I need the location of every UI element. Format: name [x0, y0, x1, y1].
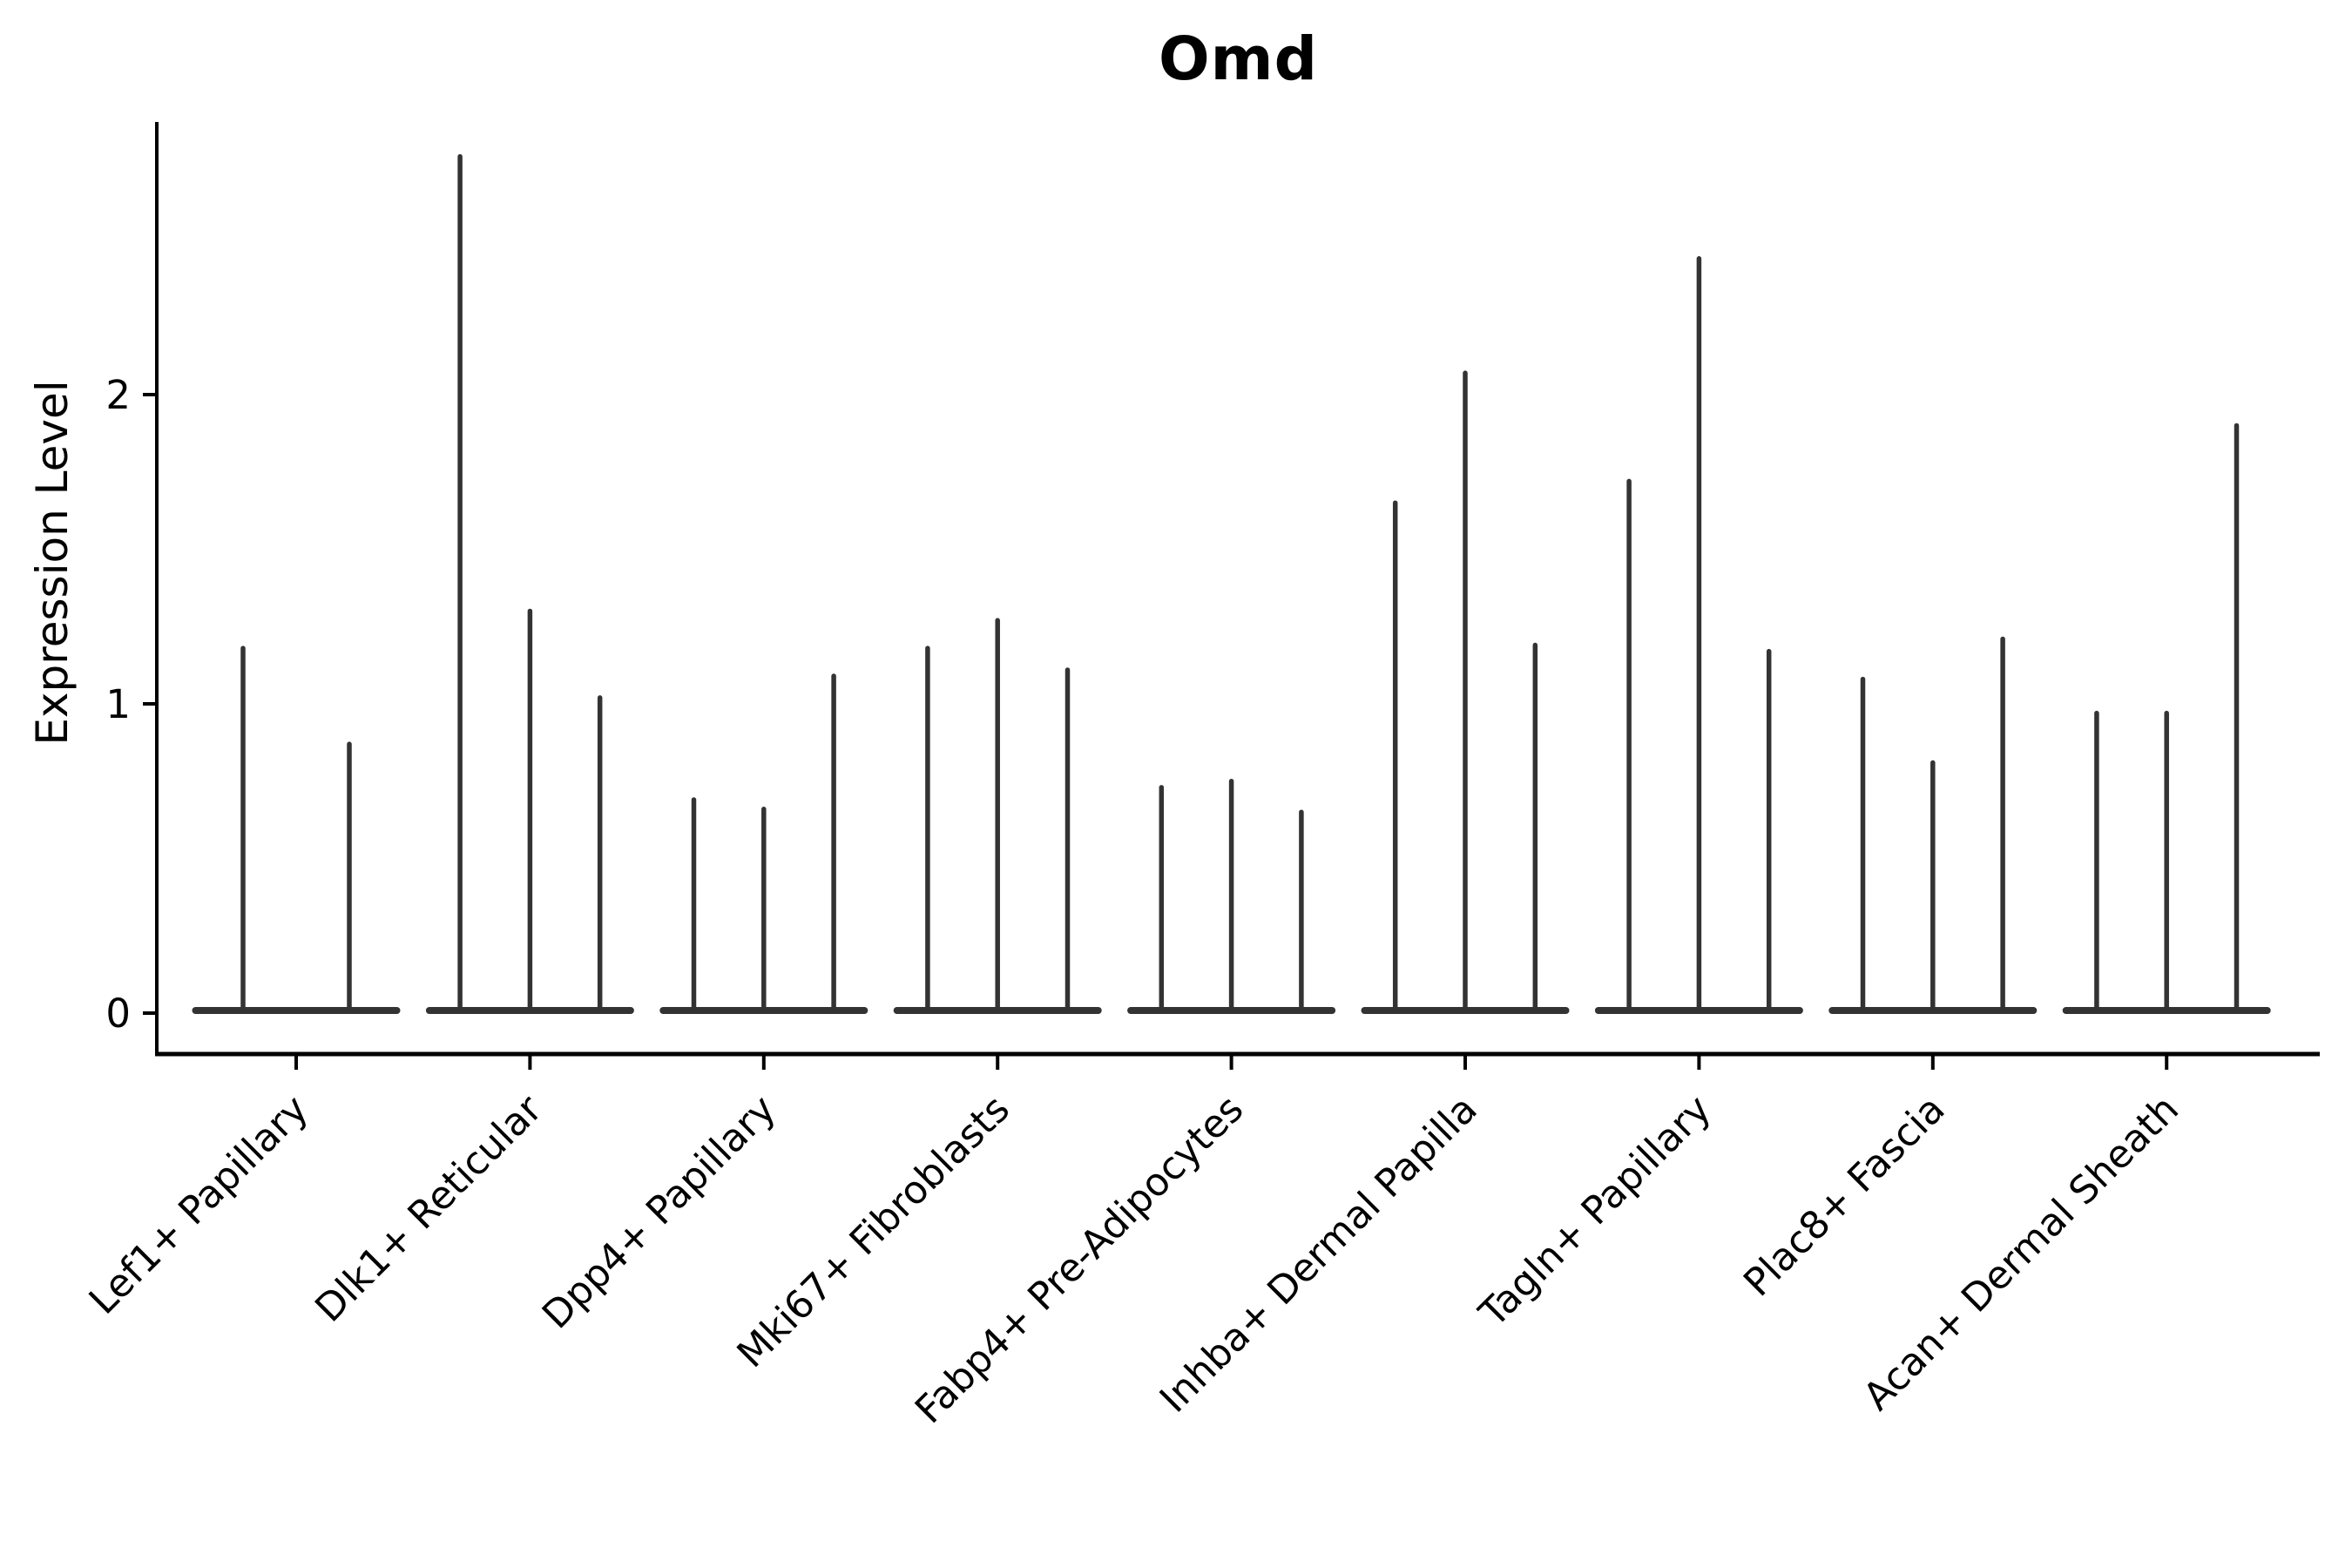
x-tick-label: Lef1+ Papillary: [81, 1087, 317, 1323]
y-tick-label: 0: [105, 990, 131, 1037]
x-tick-label: Dlk1+ Reticular: [307, 1086, 551, 1331]
x-tick-label: Plac8+ Fascia: [1735, 1087, 1954, 1306]
x-tick-label: Tagln+ Papillary: [1470, 1087, 1720, 1336]
x-tick-label: Dpp4+ Papillary: [534, 1087, 785, 1338]
y-tick-label: 2: [105, 372, 131, 418]
plot-title: Omd: [1159, 24, 1318, 94]
y-tick-label: 1: [105, 681, 131, 727]
y-axis-label: Expression Level: [27, 380, 78, 746]
